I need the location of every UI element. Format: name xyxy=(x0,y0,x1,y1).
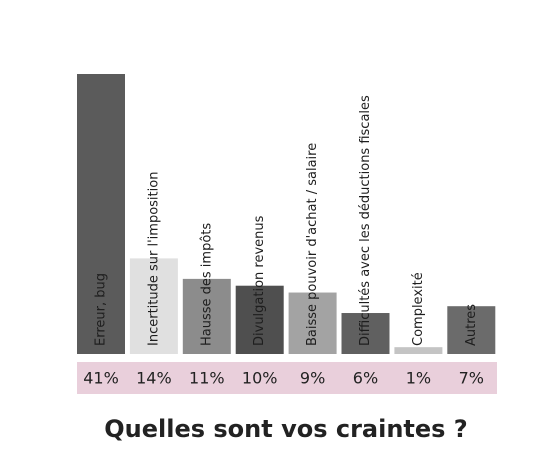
category-label: Baisse pouvoir d'achat / salaire xyxy=(305,143,320,346)
bar xyxy=(182,278,231,354)
value-label: 1% xyxy=(406,369,431,388)
value-label: 10% xyxy=(242,369,278,388)
chart-title: Quelles sont vos craintes ? xyxy=(104,415,467,443)
bar xyxy=(235,285,284,354)
value-label: 41% xyxy=(83,369,119,388)
category-label: Incertitude sur l'imposition xyxy=(146,172,161,346)
value-label: 9% xyxy=(300,369,325,388)
category-label: Erreur, bug xyxy=(94,273,109,346)
value-label: 7% xyxy=(459,369,484,388)
category-label: Complexité xyxy=(411,272,426,346)
bar xyxy=(77,74,125,354)
value-band xyxy=(77,362,497,394)
bar xyxy=(129,258,178,354)
value-label: 11% xyxy=(189,369,225,388)
category-label: Divulgation revenus xyxy=(252,215,267,346)
category-label: Difficultés avec les déductions fiscales xyxy=(358,95,373,346)
bar xyxy=(447,306,496,354)
category-label: Autres xyxy=(464,304,479,346)
bar xyxy=(341,313,390,354)
bar xyxy=(288,292,337,354)
value-label: 6% xyxy=(353,369,378,388)
category-label: Hausse des impôts xyxy=(199,223,214,346)
bar xyxy=(394,347,443,354)
value-label: 14% xyxy=(136,369,172,388)
